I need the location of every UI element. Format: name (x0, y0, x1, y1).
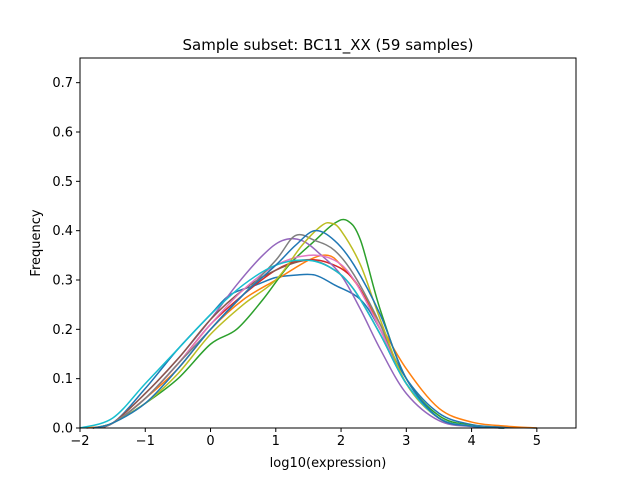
x-tick-label: −1 (136, 434, 155, 449)
x-tick-label: 1 (272, 434, 280, 449)
series-line-2 (86, 254, 537, 429)
series-line-7 (92, 254, 505, 429)
y-axis-label: Frequency (29, 209, 44, 276)
series-line-10 (79, 259, 505, 429)
chart-title: Sample subset: BC11_XX (59 samples) (183, 36, 474, 55)
x-tick-label: −2 (70, 434, 89, 449)
x-tick-label: 5 (533, 434, 541, 449)
series-line-1 (86, 273, 537, 429)
x-tick-label: 3 (402, 434, 410, 449)
series-line-6 (92, 259, 505, 429)
y-tick-label: 0.0 (52, 422, 73, 437)
y-tick-label: 0.6 (52, 126, 73, 141)
y-tick-label: 0.7 (52, 76, 73, 91)
y-tick-label: 0.1 (52, 372, 73, 387)
x-tick-label: 0 (206, 434, 214, 449)
x-axis: −2 −1 0 1 2 3 4 5 (70, 428, 541, 449)
plot-frame (79, 57, 577, 429)
y-tick-label: 0.3 (52, 274, 73, 289)
x-tick-label: 4 (467, 434, 475, 449)
series-line-11 (92, 229, 505, 429)
series-line-5 (92, 237, 505, 429)
y-tick-label: 0.5 (52, 175, 73, 190)
x-axis-label: log10(expression) (270, 456, 387, 471)
series-layer (79, 218, 537, 429)
y-tick-label: 0.4 (52, 224, 73, 239)
series-line-8 (92, 233, 505, 429)
series-line-4 (92, 258, 505, 429)
x-tick-label: 2 (337, 434, 345, 449)
y-tick-label: 0.2 (52, 323, 73, 338)
y-axis: 0.0 0.1 0.2 0.3 0.4 0.5 0.6 0.7 (52, 76, 80, 437)
